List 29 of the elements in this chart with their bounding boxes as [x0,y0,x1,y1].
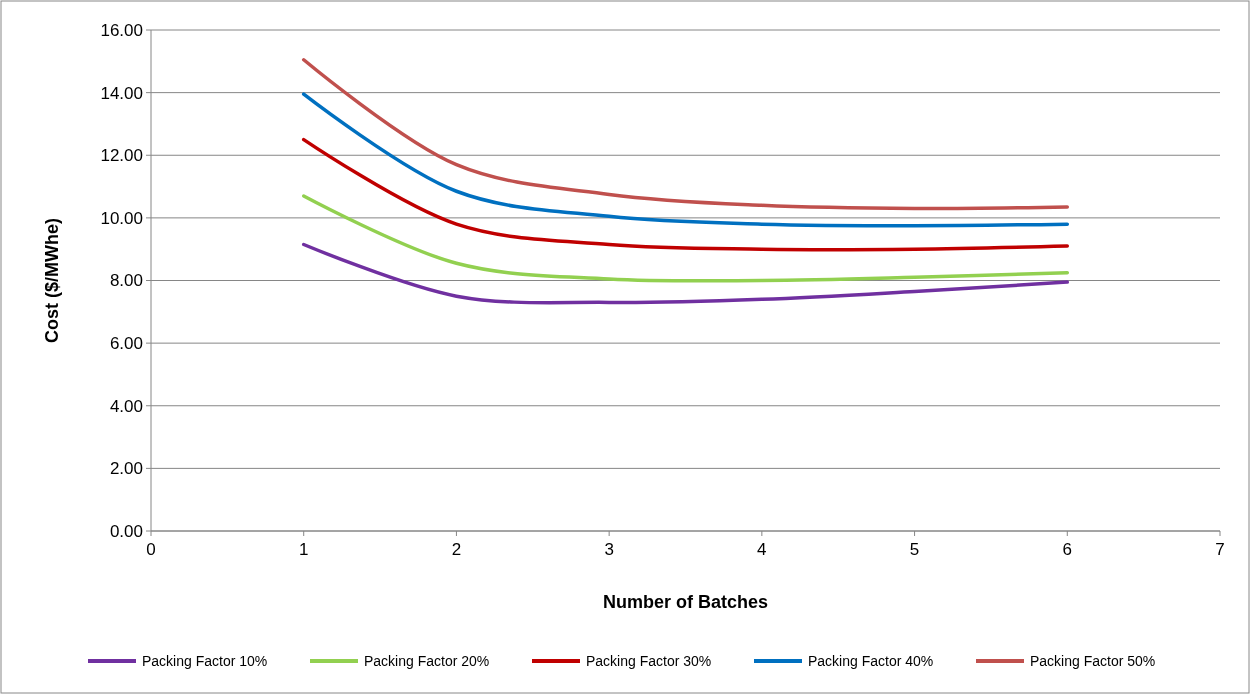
y-tick-label: 4.00 [109,396,143,416]
y-tick-label: 12.00 [100,146,143,166]
legend-label: Packing Factor 30% [586,652,712,669]
line-series [301,92,1070,228]
x-tick-label: 1 [298,540,309,559]
x-axis-title: Number of Batches [602,592,769,612]
y-tick-label: 10.00 [100,208,143,228]
line-series [301,242,1070,305]
y-tick-label: 8.00 [109,271,143,291]
line-series [301,194,1070,283]
legend-label: Packing Factor 20% [364,652,490,669]
x-tick-label: 6 [1062,540,1073,559]
x-tick-label: 3 [604,540,614,559]
x-tick-label: 7 [1215,540,1225,559]
y-tick-label: 2.00 [109,459,143,479]
y-tick-label: 6.00 [109,334,143,354]
legend-label: Packing Factor 40% [808,652,934,669]
legend-label: Packing Factor 10% [142,652,268,669]
x-tick-label: 4 [757,540,767,559]
x-tick-label: 5 [909,540,920,559]
y-tick-label: 16.00 [100,20,143,40]
y-tick-label: 14.00 [100,83,143,103]
x-tick-label: 0 [146,540,156,559]
line-series [301,137,1070,252]
y-tick-label: 0.00 [109,521,143,541]
x-tick-label: 2 [451,540,462,559]
legend-label: Packing Factor 50% [1030,652,1156,669]
line-series [301,58,1070,211]
y-axis-title: Cost ($/MWhe) [42,218,62,343]
